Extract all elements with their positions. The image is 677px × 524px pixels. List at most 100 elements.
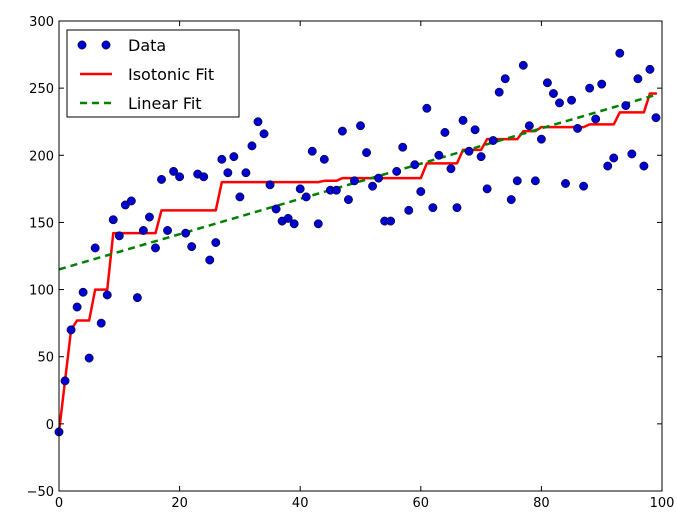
data-point	[470, 125, 480, 135]
data-point	[253, 117, 263, 127]
legend-label: Linear Fit	[128, 94, 202, 113]
data-point	[573, 123, 583, 133]
data-point	[500, 74, 510, 84]
data-point	[530, 176, 540, 186]
data-point	[265, 180, 275, 190]
y-tick-label: 100	[29, 284, 54, 299]
data-points-layer	[54, 48, 661, 437]
data-point	[241, 168, 251, 178]
data-point	[187, 242, 197, 252]
data-point	[488, 136, 498, 145]
data-point	[132, 293, 142, 303]
data-point	[392, 166, 402, 176]
y-tick-label: 200	[29, 149, 54, 164]
data-point	[126, 196, 136, 206]
data-point	[567, 95, 576, 105]
y-tick-label: 300	[29, 15, 54, 30]
x-tick-label: 60	[413, 496, 430, 511]
data-point	[458, 115, 468, 125]
data-point	[145, 212, 154, 222]
data-point	[464, 146, 474, 156]
y-tick-label: 250	[29, 82, 54, 97]
y-tick-label: −50	[27, 485, 54, 500]
data-point	[494, 87, 504, 97]
data-point	[235, 192, 245, 202]
data-point	[651, 113, 661, 123]
x-tick-label: 80	[533, 496, 550, 511]
x-tick-label: 100	[650, 496, 675, 511]
data-point	[169, 166, 179, 176]
data-point	[362, 148, 371, 158]
data-point	[639, 161, 649, 171]
data-point	[205, 255, 215, 265]
plot-area-frame	[58, 20, 663, 492]
legend-marker-data	[101, 40, 111, 50]
data-point	[591, 114, 601, 124]
data-point	[157, 175, 166, 184]
data-point	[561, 179, 570, 188]
data-point	[368, 181, 378, 191]
data-point	[114, 231, 124, 241]
data-point	[78, 287, 88, 297]
data-point	[645, 64, 655, 74]
data-point	[343, 195, 353, 205]
data-point	[163, 226, 172, 235]
data-point	[307, 146, 317, 156]
data-point	[217, 154, 227, 164]
data-point	[223, 168, 233, 178]
data-point	[482, 184, 492, 194]
data-point	[138, 226, 148, 235]
data-point	[313, 219, 323, 229]
data-point	[72, 302, 82, 312]
data-point	[175, 172, 185, 182]
data-point	[331, 185, 341, 195]
data-point	[428, 203, 438, 213]
data-point	[84, 353, 94, 363]
data-point	[597, 79, 607, 89]
data-point	[374, 173, 384, 183]
data-point	[60, 376, 70, 386]
legend: Data Isotonic Fit Linear Fit	[66, 29, 240, 118]
y-tick-label: 150	[29, 216, 54, 231]
data-point	[90, 243, 100, 253]
data-point	[422, 103, 432, 113]
data-point	[579, 181, 589, 191]
data-point	[247, 141, 257, 151]
data-point	[416, 187, 426, 196]
data-point	[350, 176, 359, 186]
data-point	[440, 128, 450, 137]
data-point	[410, 160, 420, 170]
data-point	[211, 238, 221, 248]
data-point	[66, 325, 76, 335]
data-point	[404, 205, 414, 215]
x-tick-label: 40	[292, 496, 309, 511]
data-point	[108, 215, 118, 225]
data-point	[356, 121, 365, 131]
data-point	[609, 153, 619, 163]
legend-label: Isotonic Fit	[128, 65, 214, 84]
data-point	[627, 149, 637, 159]
data-point	[229, 152, 239, 162]
data-point	[434, 150, 444, 160]
data-point	[549, 89, 558, 98]
data-point	[512, 176, 522, 186]
data-point	[452, 203, 462, 213]
data-point	[518, 60, 528, 70]
data-point	[542, 78, 552, 88]
data-point	[386, 216, 396, 226]
data-point	[476, 152, 486, 162]
y-tick-label: 0	[46, 418, 54, 433]
data-point	[446, 164, 456, 174]
data-point	[633, 74, 643, 84]
data-point	[96, 318, 106, 328]
data-point	[585, 83, 595, 93]
data-point	[524, 121, 534, 131]
data-point	[271, 204, 281, 214]
x-tick-label: 20	[171, 496, 188, 511]
data-point	[506, 195, 516, 205]
data-point	[319, 154, 329, 164]
linear-fit-layer	[58, 93, 657, 271]
